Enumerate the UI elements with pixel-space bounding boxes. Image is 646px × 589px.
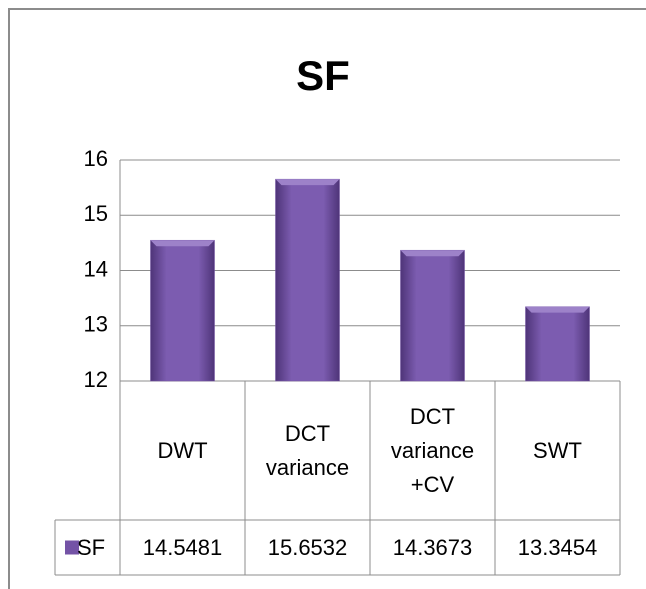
x-category-label: DCT variance +CV xyxy=(390,403,475,497)
x-category-label: DCT variance xyxy=(265,420,350,480)
y-tick-label: 15 xyxy=(84,201,108,226)
x-category-label: DWT xyxy=(157,437,208,463)
chart-title: SF xyxy=(296,52,350,99)
data-table-value: 14.5481 xyxy=(142,534,223,560)
bar-bevel xyxy=(525,306,590,313)
y-tick-label: 13 xyxy=(84,312,108,337)
chart-frame xyxy=(8,8,646,589)
legend-label: SF xyxy=(77,534,106,560)
legend-key xyxy=(65,540,79,555)
bar xyxy=(525,306,590,382)
data-table-value: 14.3673 xyxy=(392,534,473,560)
bar-bevel xyxy=(275,179,340,186)
bar-bevel xyxy=(150,240,215,247)
bar xyxy=(150,239,215,382)
y-tick-label: 14 xyxy=(84,256,108,281)
data-table-value: 15.6532 xyxy=(267,534,348,560)
data-table-value: 13.3454 xyxy=(517,534,598,560)
bar xyxy=(275,178,340,382)
y-tick-label: 12 xyxy=(84,367,108,392)
x-category-label: SWT xyxy=(533,437,582,463)
bar xyxy=(400,249,465,382)
y-tick-label: 16 xyxy=(84,146,108,171)
bar-bevel xyxy=(400,250,465,257)
